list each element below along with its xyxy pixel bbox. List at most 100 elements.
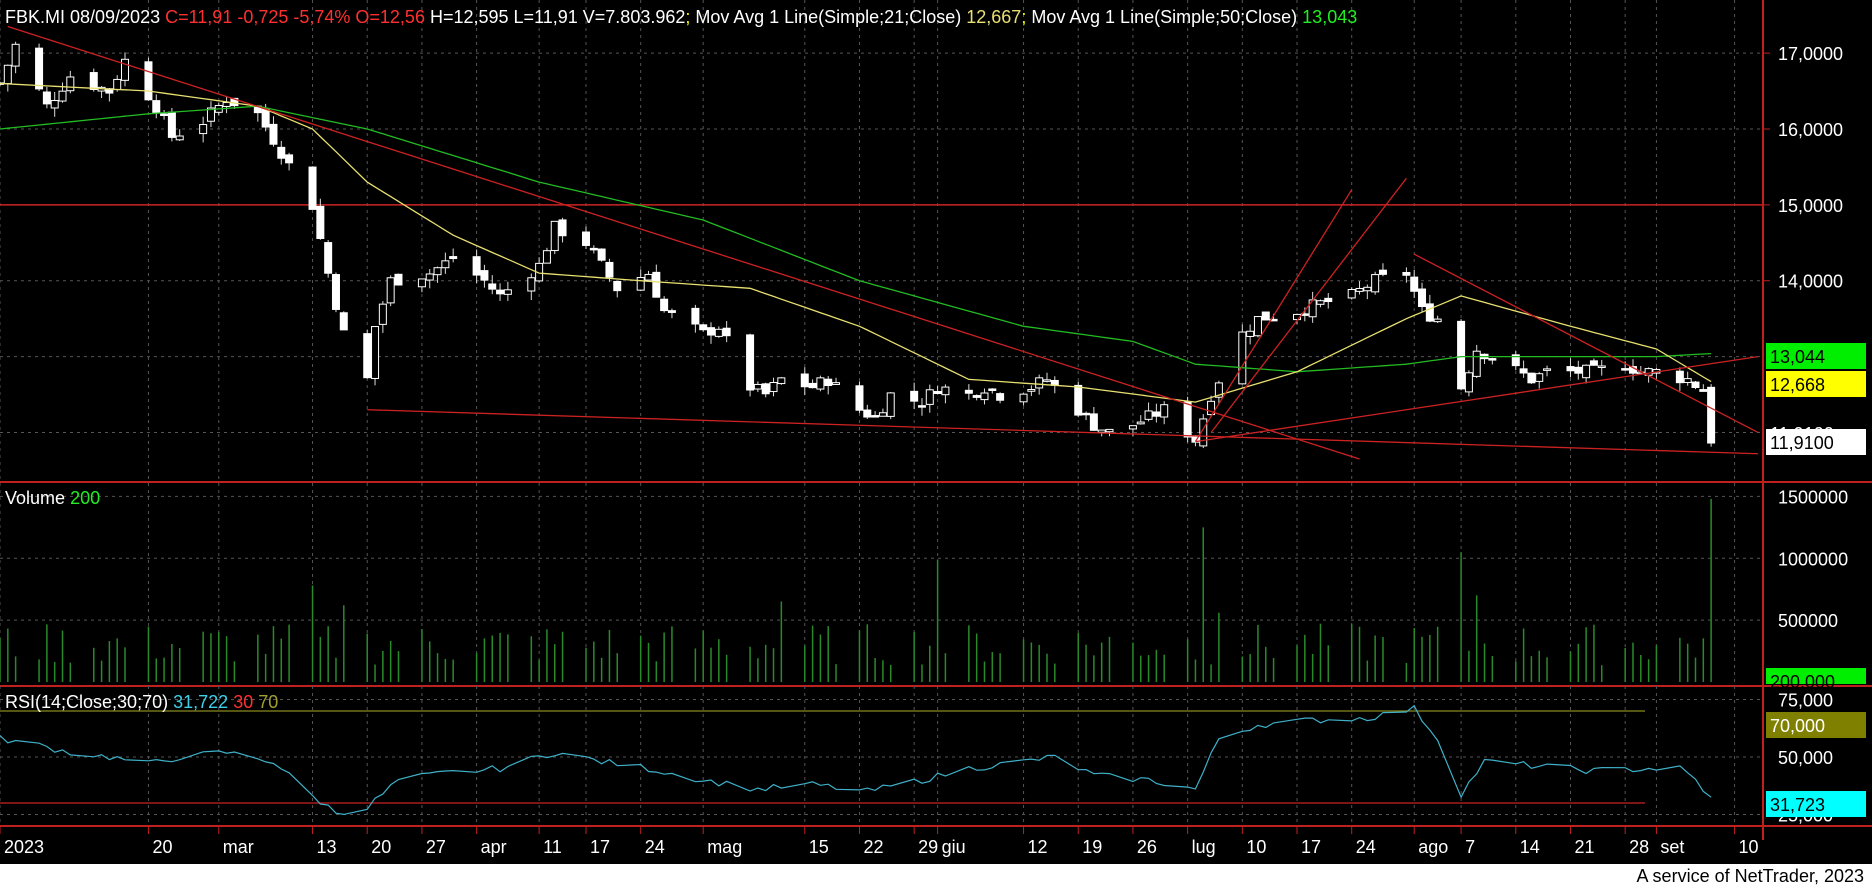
- candle-body: [1136, 421, 1145, 425]
- candle-body: [1699, 389, 1708, 392]
- panel-frame: [0, 0, 1872, 840]
- candle-body: [308, 166, 317, 210]
- candle-body: [933, 391, 942, 395]
- candle-body: [1042, 379, 1051, 382]
- candle-body: [503, 289, 512, 295]
- time-tick-label: giu: [942, 837, 966, 857]
- candle-body: [941, 386, 950, 396]
- candle-body: [1089, 413, 1098, 431]
- candle-body: [11, 43, 20, 67]
- candle-body: [597, 248, 606, 261]
- candle-body: [152, 100, 161, 113]
- candle-body: [433, 267, 442, 276]
- candle-body: [886, 392, 895, 417]
- volume-tick-label: 1000000: [1778, 549, 1848, 569]
- time-tick-label: 29: [918, 837, 938, 857]
- candle-body: [1160, 404, 1169, 418]
- candle-body: [1027, 389, 1036, 392]
- candle-body: [175, 135, 184, 141]
- candle-body: [1316, 300, 1325, 305]
- candle-body: [1511, 354, 1520, 367]
- candle-body: [691, 307, 700, 325]
- candle-body: [121, 58, 130, 81]
- trend-line: [1413, 253, 1759, 434]
- candle-body: [339, 312, 348, 331]
- candle-body: [1214, 382, 1223, 398]
- candle-body: [261, 108, 270, 128]
- candle-body: [1378, 269, 1387, 275]
- candle-body: [449, 256, 458, 260]
- candle-body: [1464, 372, 1473, 393]
- price-tick-label: 14,0000: [1778, 272, 1843, 292]
- candle-body: [316, 205, 325, 239]
- candle-body: [324, 242, 333, 274]
- candle-body: [777, 377, 786, 385]
- candle-body: [206, 107, 215, 122]
- candle-body: [1543, 368, 1552, 371]
- candle-body: [746, 334, 755, 391]
- candle-body: [660, 298, 669, 312]
- candle-body: [1371, 274, 1380, 293]
- candle-body: [480, 270, 489, 281]
- candle-body: [1457, 320, 1466, 390]
- time-tick-label: 28: [1629, 837, 1649, 857]
- time-tick-label: 27: [426, 837, 446, 857]
- candle-body: [542, 250, 551, 264]
- candle-body: [50, 100, 59, 109]
- header-symbol: FBK.MI 08/09/2023 C=11,91 -0,725 -5,74% …: [5, 7, 1357, 27]
- time-tick-label: 11: [543, 837, 562, 857]
- trend-line: [7, 25, 1360, 460]
- candle-body: [761, 383, 770, 395]
- time-tick-label: apr: [481, 837, 507, 857]
- candle-body: [160, 113, 169, 116]
- candle-body: [855, 385, 864, 411]
- candle-body: [42, 91, 51, 105]
- candle-body: [1082, 412, 1091, 416]
- candle-body: [66, 76, 75, 92]
- candle-body: [1621, 368, 1630, 371]
- candle-body: [394, 273, 403, 286]
- price-tick-label: 15,0000: [1778, 196, 1843, 216]
- time-tick-label: set: [1660, 837, 1684, 857]
- candle-body: [1488, 358, 1497, 361]
- candle-body: [1527, 372, 1536, 384]
- badge-last: 11,9100: [1766, 429, 1866, 455]
- candle-body: [285, 154, 294, 164]
- candle-body: [386, 277, 395, 304]
- candle-body: [425, 273, 434, 281]
- candle-body: [527, 277, 536, 292]
- time-tick-label: 19: [1082, 837, 1102, 857]
- chart-marks: [0, 25, 1762, 816]
- badge-rsi70-text: 70,000: [1770, 716, 1825, 736]
- rsi-tick-label: 75,000: [1778, 691, 1833, 711]
- candle-body: [582, 231, 590, 246]
- candle-body: [3, 64, 12, 85]
- candle-body: [878, 412, 887, 417]
- candle-body: [800, 373, 809, 388]
- candle-body: [925, 389, 934, 405]
- time-tick-label: ago: [1418, 837, 1448, 857]
- candle-body: [1675, 370, 1684, 384]
- candle-body: [1074, 384, 1083, 416]
- candle-body: [1253, 316, 1262, 337]
- candle-body: [417, 278, 426, 288]
- candle-body: [550, 220, 559, 252]
- candle-body: [1402, 271, 1411, 276]
- candle-body: [972, 395, 981, 398]
- badge-volume: 200,000: [1766, 668, 1866, 692]
- candle-body: [378, 303, 387, 325]
- candle-body: [1535, 373, 1544, 382]
- candle-body: [1019, 393, 1028, 403]
- volume-tick-label: 500000: [1778, 611, 1838, 631]
- time-tick-label: 20: [371, 837, 391, 857]
- candle-body: [988, 388, 997, 391]
- candle-body: [269, 123, 278, 145]
- candle-body: [1097, 429, 1106, 433]
- badge-volume-text: 200,000: [1770, 672, 1835, 692]
- candle-body: [1324, 297, 1333, 303]
- time-tick-label: 26: [1137, 837, 1157, 857]
- candle-body: [613, 280, 622, 292]
- badge-ma50-text: 13,044: [1770, 347, 1825, 367]
- candle-body: [667, 310, 676, 313]
